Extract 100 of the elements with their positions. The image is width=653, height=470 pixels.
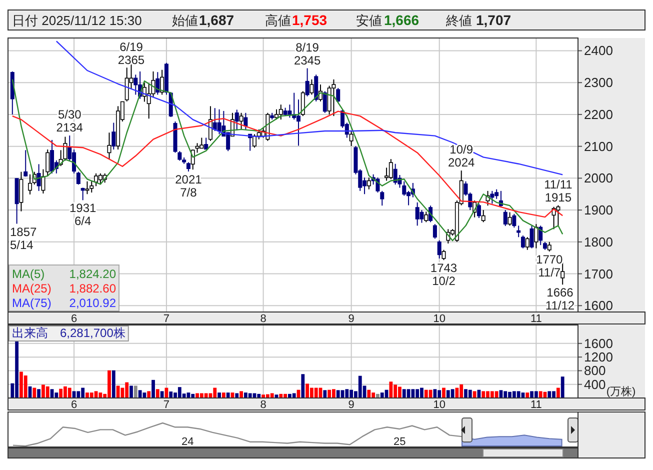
candlestick — [332, 78, 336, 117]
candlestick — [41, 168, 46, 194]
chart-title: 出来高 6,281,700株 — [12, 326, 126, 340]
annotation: 2021 7/8 — [175, 172, 202, 200]
annotation: 1931 6/4 — [69, 201, 96, 228]
bar — [248, 393, 252, 398]
bar — [450, 389, 454, 398]
candlestick — [512, 213, 516, 228]
bar — [534, 391, 538, 398]
bar — [380, 392, 384, 398]
candlestick — [244, 112, 248, 130]
x-tick-label: 7 — [163, 399, 170, 411]
candlestick — [200, 137, 204, 149]
bar — [526, 392, 530, 398]
text: MA(75) — [12, 296, 52, 310]
annotation: 6/19 2365 — [118, 40, 145, 67]
bar — [226, 392, 230, 398]
bar — [548, 391, 552, 398]
candlestick — [530, 225, 534, 249]
bar — [37, 389, 41, 398]
candlestick — [481, 210, 486, 223]
candlestick — [186, 162, 190, 172]
candlestick — [305, 68, 310, 97]
candlestick — [424, 211, 428, 223]
text: 1,707 — [476, 12, 512, 28]
bar — [411, 389, 415, 398]
bar — [24, 375, 28, 398]
bar — [46, 386, 50, 398]
bar — [59, 388, 63, 398]
candlestick — [402, 180, 406, 196]
candlestick — [388, 158, 393, 180]
bar — [504, 391, 508, 398]
candlestick — [547, 241, 552, 252]
text: 日付 2025/11/12 15:30 — [12, 13, 142, 28]
bar — [222, 392, 226, 398]
bar — [301, 374, 305, 398]
bar — [204, 393, 208, 398]
candlestick — [76, 171, 80, 186]
candlestick — [46, 149, 50, 176]
candlestick — [112, 122, 116, 150]
candlestick — [503, 210, 508, 226]
y-tick-label: 2000 — [584, 170, 613, 186]
y-tick-label: 2300 — [584, 75, 613, 90]
text: MA(5) — [12, 267, 45, 281]
y-tick-label: 1200 — [584, 350, 613, 365]
candlestick — [134, 74, 138, 96]
candlestick — [508, 212, 512, 226]
bar — [156, 389, 160, 398]
bar — [292, 393, 296, 398]
candlestick — [195, 142, 200, 154]
x-tick-label: 8 — [260, 313, 266, 325]
x-tick-label: 6 — [70, 399, 78, 411]
bar — [560, 376, 564, 398]
annotation: 1857 5/14 — [10, 225, 38, 252]
text: 1,753 — [292, 12, 328, 28]
x-tick-label: 25 — [394, 436, 406, 448]
text: 終値 — [445, 13, 472, 28]
candlestick — [442, 249, 446, 261]
y-axis-title: (万株) — [606, 385, 636, 398]
candlestick — [19, 171, 24, 212]
bar — [306, 384, 310, 398]
candlestick — [80, 187, 85, 201]
candlestick — [217, 108, 222, 135]
bar — [112, 370, 116, 398]
candlestick — [556, 204, 560, 226]
y-tick-label: 800 — [584, 363, 606, 378]
candlestick — [107, 132, 112, 160]
bar — [538, 391, 542, 398]
bar — [367, 390, 371, 398]
annotation: 1666 11/12 — [545, 286, 575, 313]
bar — [424, 390, 428, 398]
bar — [516, 391, 520, 398]
candlestick — [415, 202, 420, 226]
candlestick — [520, 235, 525, 249]
bar — [472, 391, 476, 398]
bar — [358, 376, 362, 398]
annotation: 11/11 1915 — [544, 177, 573, 204]
candlestick — [476, 203, 481, 219]
x-tick-label: 9 — [348, 399, 354, 411]
bar — [169, 392, 173, 398]
y-tick-label: 1600 — [584, 298, 613, 314]
candlestick — [94, 172, 98, 187]
candlestick — [85, 180, 90, 195]
bar — [32, 388, 36, 398]
candlestick — [234, 109, 239, 131]
bar — [433, 389, 437, 398]
bar — [147, 391, 151, 398]
text: 高値 — [265, 13, 291, 28]
x-tick-label: 9 — [348, 313, 354, 325]
bar — [76, 391, 80, 398]
candlestick — [336, 88, 340, 104]
bar — [152, 380, 155, 398]
y-tick-label: 400 — [584, 376, 606, 392]
y-tick-label: 2400 — [584, 43, 613, 58]
candlestick — [393, 163, 398, 186]
candlestick — [420, 210, 424, 224]
candlestick — [525, 236, 530, 250]
bar — [270, 393, 274, 398]
annotation: 1743 10/2 — [430, 261, 458, 288]
x-tick-label: 8 — [260, 399, 266, 411]
